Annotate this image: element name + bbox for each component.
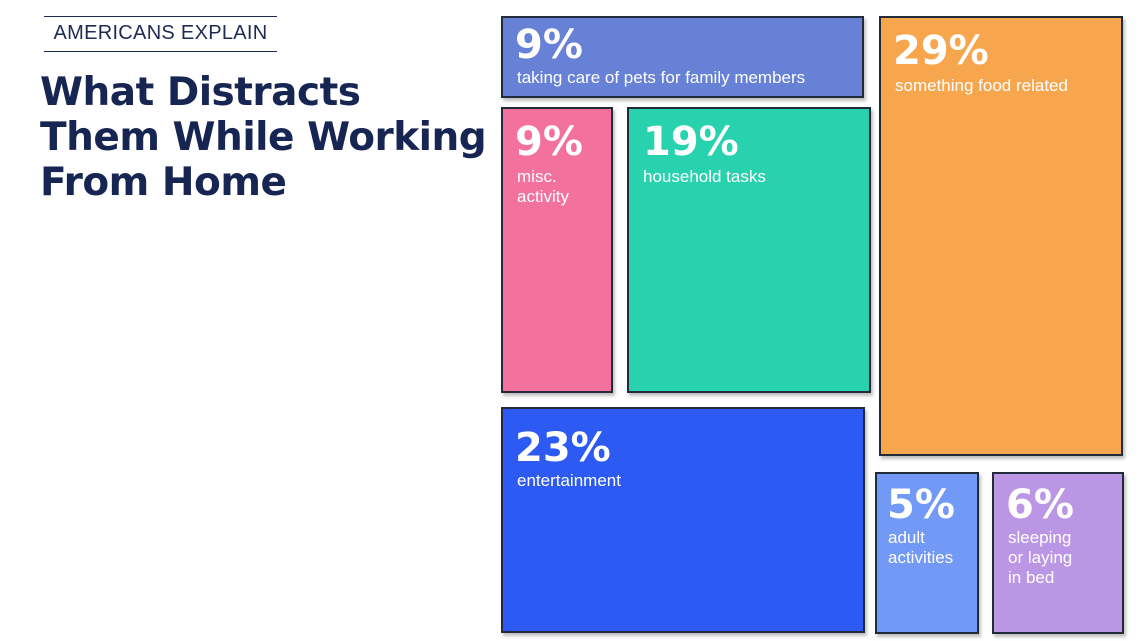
tile-percentage: 29%: [893, 28, 989, 74]
tile-label: adult activities: [888, 528, 954, 567]
tile-percentage: 6%: [1006, 482, 1074, 528]
title-line-2: Them While Working: [40, 115, 487, 160]
treemap-tile-entertainment: 23% entertainment: [501, 407, 865, 633]
treemap-tile-misc: 9% misc. activity: [501, 107, 613, 393]
treemap-tile-adult: 5% adult activities: [875, 472, 979, 634]
tile-percentage: 23%: [515, 425, 611, 471]
page-title: What Distracts Them While Working From H…: [40, 70, 490, 205]
tile-percentage: 9%: [515, 22, 583, 68]
treemap-tile-pets: 9% taking care of pets for family members: [501, 16, 864, 98]
treemap-tile-sleeping: 6% sleeping or laying in bed: [992, 472, 1124, 634]
tile-label: taking care of pets for family members: [517, 68, 806, 87]
tile-label: something food related: [895, 76, 1068, 95]
tile-label: entertainment: [517, 471, 621, 490]
title-line-1: What Distracts: [40, 70, 361, 115]
tile-percentage: 9%: [515, 119, 583, 165]
title-line-3: From Home: [40, 160, 287, 205]
tile-label: household tasks: [643, 167, 766, 186]
tile-percentage: 19%: [643, 119, 739, 165]
treemap-tile-household: 19% household tasks: [627, 107, 871, 393]
kicker-label: AMERICANS EXPLAIN: [44, 16, 277, 52]
tile-label: misc. activity: [517, 167, 569, 206]
treemap-tile-food: 29% something food related: [879, 16, 1123, 456]
tile-percentage: 5%: [887, 482, 955, 528]
tile-label: sleeping or laying in bed: [1008, 528, 1073, 587]
